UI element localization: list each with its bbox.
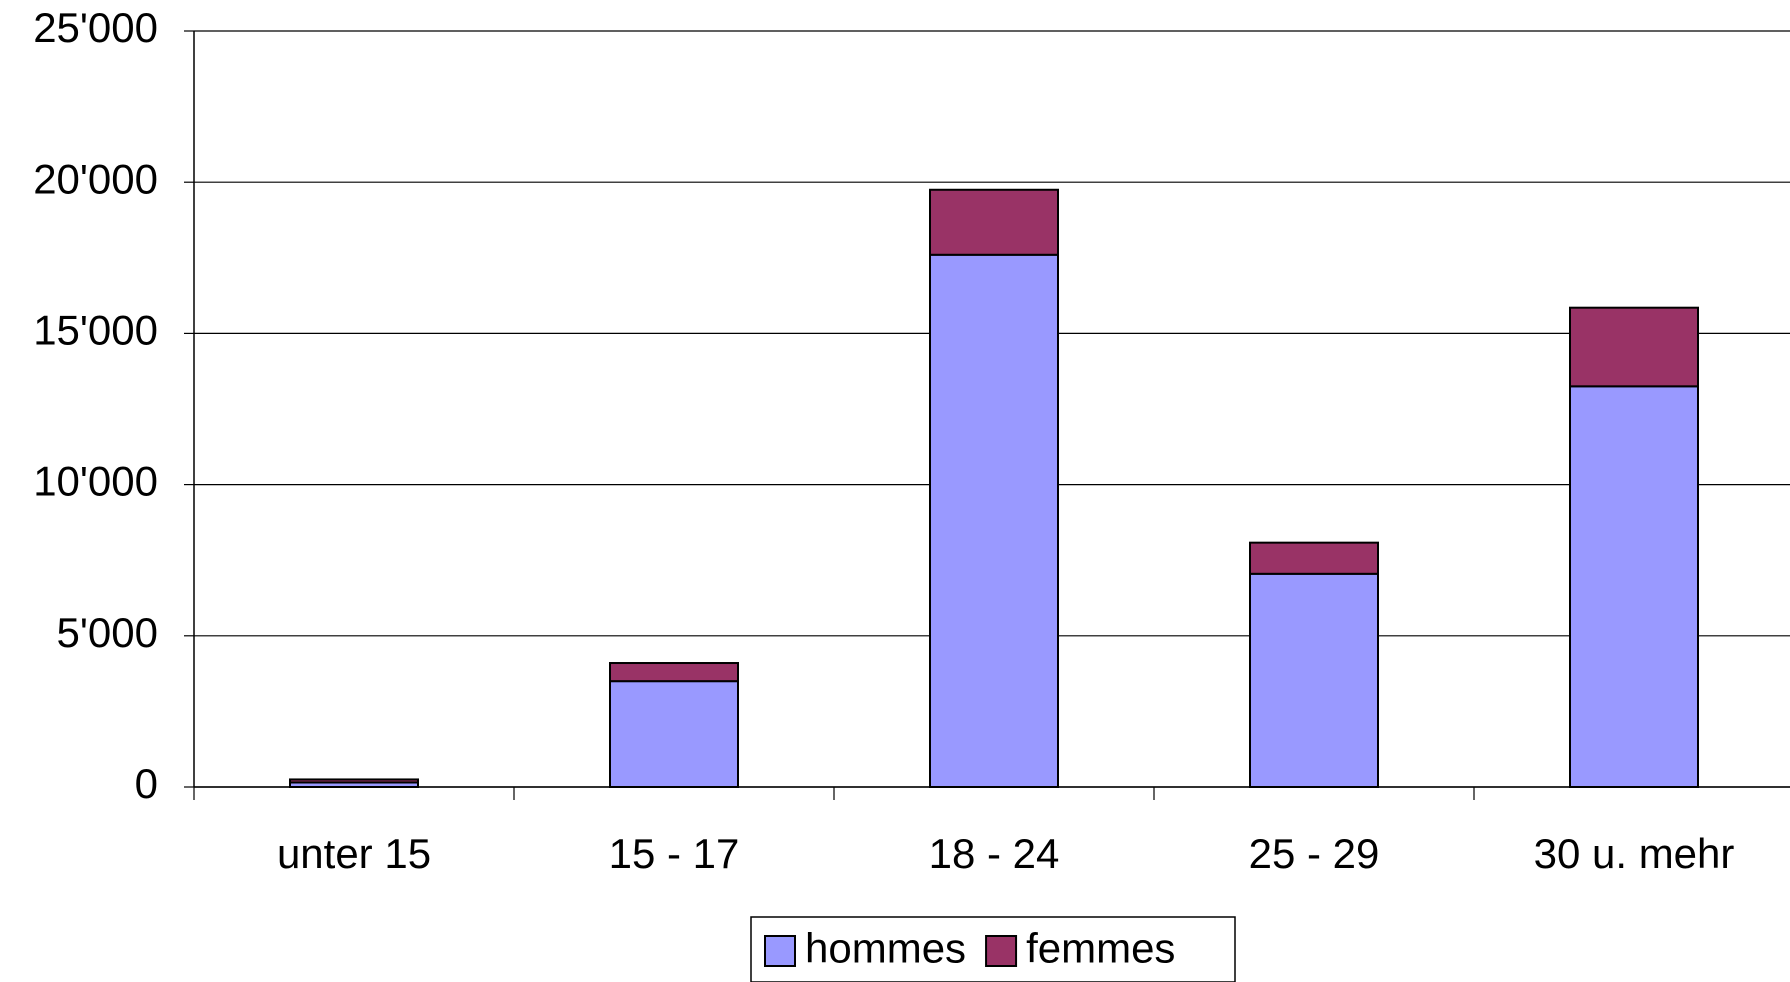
bar-segment: [929, 188, 1059, 256]
x-tick-label: 15 - 17: [609, 830, 740, 877]
y-tick-label: 10'000: [33, 458, 158, 505]
bar-segment: [609, 662, 739, 683]
legend-label: hommes: [805, 925, 966, 972]
x-tick-label: 18 - 24: [929, 830, 1060, 877]
bar-segment: [1249, 572, 1379, 788]
y-tick-label: 25'000: [33, 4, 158, 51]
y-tick-label: 5'000: [57, 609, 158, 656]
x-tick-label: 30 u. mehr: [1534, 830, 1735, 877]
bar-segment: [1569, 385, 1699, 788]
bar-segment: [609, 680, 739, 788]
bar-segment: [929, 253, 1059, 788]
legend-box: [750, 916, 1236, 982]
x-tick-label: 25 - 29: [1249, 830, 1380, 877]
bar-segment: [289, 778, 419, 784]
legend-label: femmes: [1026, 925, 1175, 972]
bar-segment: [1249, 541, 1379, 575]
legend-swatch: [985, 935, 1018, 967]
y-tick-label: 15'000: [33, 306, 158, 353]
legend-swatch: [764, 935, 796, 967]
x-tick-label: unter 15: [277, 830, 431, 877]
y-tick-label: 0: [135, 760, 158, 807]
y-tick-label: 20'000: [33, 155, 158, 202]
bar-segment: [1569, 306, 1699, 388]
